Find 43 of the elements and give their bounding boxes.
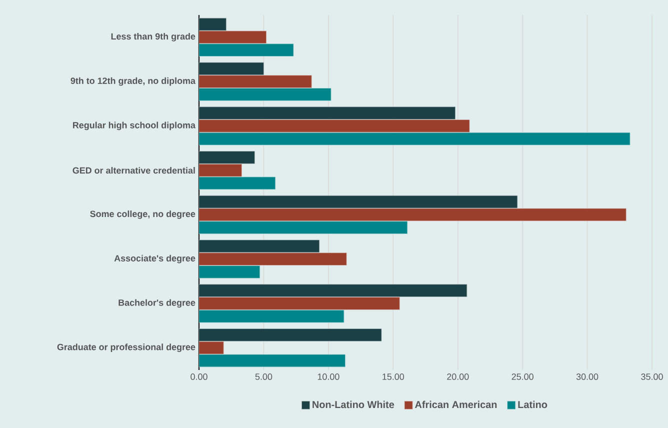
- x-tick-label: 35.00: [641, 374, 663, 380]
- bar: [199, 208, 626, 222]
- x-tick-label: 10.00: [318, 374, 340, 380]
- legend-label: Non-Latino White: [312, 400, 394, 408]
- bar: [199, 30, 267, 44]
- bar: [199, 221, 408, 234]
- bar: [199, 88, 332, 101]
- bar: [199, 120, 470, 132]
- y-tick-label: Regular high school diploma: [73, 122, 196, 130]
- bar: [199, 195, 518, 208]
- y-tick-label: 9th to 12th grade, no diploma: [70, 77, 196, 86]
- bar: [199, 176, 276, 190]
- legend-label: African American: [414, 400, 497, 408]
- legend-label: Latino: [518, 400, 548, 408]
- bar: [199, 284, 468, 297]
- x-tick-label: 15.00: [382, 374, 404, 380]
- bar: [199, 354, 346, 368]
- y-tick-label: Associate's degree: [114, 254, 196, 264]
- bar: [199, 310, 344, 323]
- x-tick-label: 25.00: [512, 374, 534, 380]
- bar: [199, 151, 255, 164]
- y-tick-label: Some college, no degree: [90, 210, 196, 219]
- x-tick-label: 5.00: [255, 374, 272, 380]
- y-tick-label: Bachelor's degree: [118, 299, 196, 308]
- x-tick-label: 0.00: [190, 374, 208, 380]
- bar: [199, 132, 630, 146]
- bar: [199, 106, 456, 120]
- bar: [199, 328, 382, 342]
- bar: [199, 266, 260, 278]
- bar: [199, 75, 312, 88]
- bar: [199, 341, 224, 354]
- bar: [199, 18, 226, 31]
- y-tick-label: GED or alternative credential: [72, 167, 195, 174]
- bar: [199, 164, 242, 177]
- y-tick-label: Less than 9th grade: [111, 32, 196, 42]
- bar: [199, 44, 294, 56]
- x-tick-label: 20.00: [447, 374, 469, 380]
- y-tick-label: Graduate or professional degree: [57, 344, 196, 352]
- bar: [199, 297, 400, 310]
- bar: [199, 240, 320, 253]
- bar: [199, 252, 347, 266]
- x-tick-label: 30.00: [576, 374, 598, 380]
- bar: [199, 62, 264, 76]
